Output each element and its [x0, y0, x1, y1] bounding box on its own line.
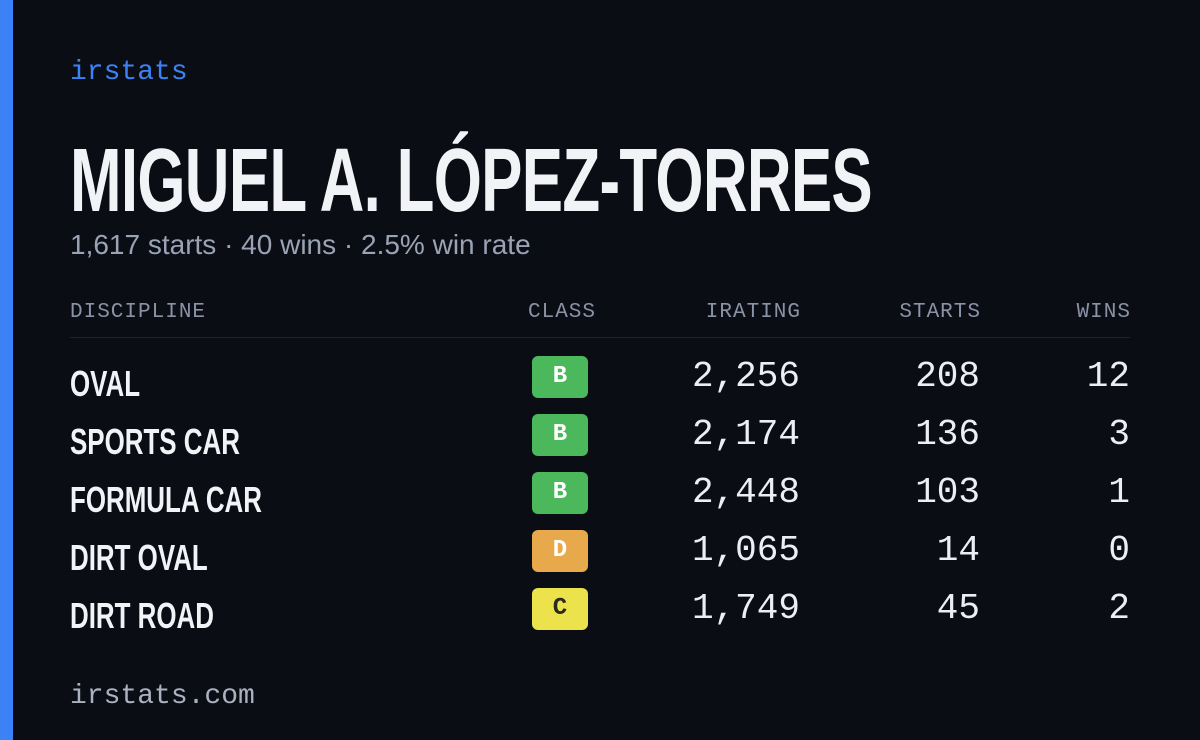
irating: 1,065: [691, 530, 800, 571]
table-row: DIRT OVAL D 1,065 14 0: [0, 530, 1200, 578]
table-row: OVAL B 2,256 208 12: [0, 356, 1200, 404]
class-badge: B: [532, 414, 588, 456]
table-row: SPORTS CAR B 2,174 136 3: [0, 414, 1200, 462]
table-row: FORMULA CAR B 2,448 103 1: [0, 472, 1200, 520]
starts: 45: [936, 588, 980, 629]
discipline: FORMULA CAR: [70, 479, 262, 520]
discipline: DIRT OVAL: [70, 537, 208, 578]
wins: 2: [1108, 588, 1130, 629]
class-badge: B: [532, 472, 588, 514]
column-header: WINS: [1076, 301, 1131, 324]
divider: [70, 337, 1130, 338]
footer-url: irstats.com: [70, 681, 255, 712]
column-header: DISCIPLINE: [70, 301, 207, 324]
discipline: SPORTS CAR: [70, 421, 240, 462]
starts: 136: [915, 414, 980, 455]
column-header: STARTS: [899, 301, 981, 324]
class-badge: C: [532, 588, 588, 630]
column-header: CLASS: [528, 301, 597, 324]
starts: 103: [915, 472, 980, 513]
irating: 2,256: [691, 356, 800, 397]
wins: 12: [1086, 356, 1130, 397]
table-row: DIRT ROAD C 1,749 45 2: [0, 588, 1200, 636]
wins: 3: [1108, 414, 1130, 455]
accent-stripe: [0, 0, 13, 740]
brand: irstats: [70, 57, 188, 88]
irating: 2,448: [691, 472, 800, 513]
wins: 0: [1108, 530, 1130, 571]
starts: 14: [936, 530, 980, 571]
discipline: OVAL: [70, 363, 141, 404]
starts: 208: [915, 356, 980, 397]
driver-name: MIGUEL A. LÓPEZ-TORRES: [70, 131, 873, 231]
class-badge: B: [532, 356, 588, 398]
irating: 1,749: [691, 588, 800, 629]
discipline: DIRT ROAD: [70, 595, 214, 636]
wins: 1: [1108, 472, 1130, 513]
irating: 2,174: [691, 414, 800, 455]
driver-summary: 1,617 starts · 40 wins · 2.5% win rate: [70, 229, 531, 260]
column-header: IRATING: [705, 301, 801, 324]
class-badge: D: [532, 530, 588, 572]
